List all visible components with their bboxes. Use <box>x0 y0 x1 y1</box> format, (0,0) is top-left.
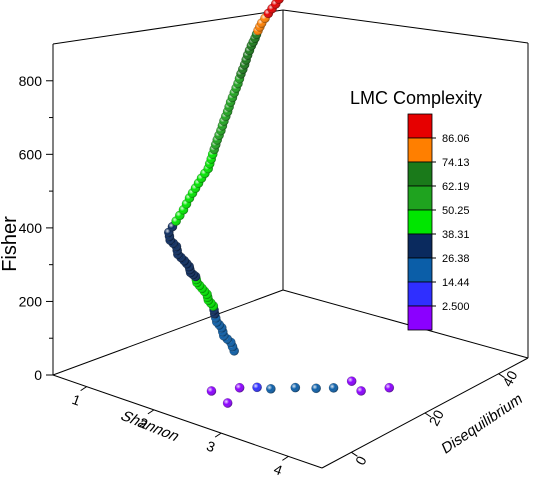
fisher-tick-label: 200 <box>19 293 43 309</box>
back-right-floor-edge <box>282 289 529 359</box>
data-point <box>231 83 241 93</box>
colorbar-title: LMC Complexity <box>350 88 482 108</box>
fisher-tick-label: 800 <box>19 73 43 89</box>
shannon-tick-label: 4 <box>272 461 285 477</box>
shannon-tick-mark <box>214 432 222 438</box>
data-point <box>274 0 284 4</box>
colorbar-tick-label: 14.44 <box>442 277 470 289</box>
colorbar-swatch <box>407 185 433 211</box>
disequilibrium-tick-mark <box>498 373 505 379</box>
data-point-shade <box>206 386 217 396</box>
data-point-shade <box>347 376 357 386</box>
data-point <box>356 386 366 396</box>
data-point <box>252 382 262 393</box>
top-right-edge <box>282 9 529 44</box>
colorbar-labels: 86.06 74.13 62.19 50.25 38.31 26.38 14.44 2.500 <box>432 133 470 313</box>
colorbar-swatch <box>407 281 433 307</box>
disequilibrium-tick-mark <box>351 451 358 457</box>
data-points <box>163 0 395 408</box>
colorbar-tick-label: 2.500 <box>442 301 470 313</box>
fisher-axis: 0 200 400 600 800 <box>19 73 53 383</box>
data-point-shade <box>274 0 284 4</box>
top-left-edge <box>52 9 284 45</box>
colorbar-tick-label: 86.06 <box>442 133 470 145</box>
data-point <box>206 386 217 396</box>
colorbar-tick-label: 74.13 <box>442 157 470 169</box>
colorbar-tick-label: 38.31 <box>442 229 470 241</box>
data-point-shade <box>384 383 394 393</box>
data-point <box>290 382 301 393</box>
data-point-shade <box>356 386 366 396</box>
data-point-shade <box>328 383 339 393</box>
fisher-tick-label: 400 <box>19 220 43 236</box>
colorbar-tick-label: 62.19 <box>442 181 470 193</box>
back-left-floor-edge <box>52 289 284 376</box>
fisher-tick-label: 600 <box>19 146 43 162</box>
data-point-shade <box>311 383 321 393</box>
shannon-tick-mark <box>282 455 289 461</box>
data-point <box>311 383 321 394</box>
shannon-tick-mark <box>80 386 87 392</box>
data-point-shade <box>266 384 276 394</box>
colorbar-swatch <box>407 209 433 235</box>
data-point-shade <box>252 382 262 392</box>
shannon-tick-mark <box>147 409 155 415</box>
disequilibrium-tick-label: 20 <box>426 407 448 428</box>
disequilibrium-tick-mark <box>424 412 432 418</box>
shannon-tick-label: 1 <box>70 391 83 409</box>
colorbar-tick-label: 50.25 <box>442 205 470 217</box>
colorbar-swatch <box>407 161 433 187</box>
colorbar-legend: LMC Complexity 86.06 74.13 62.19 50.25 38.31… <box>350 88 482 331</box>
disequilibrium-axis-label: Disequilibrium <box>440 390 525 458</box>
data-point-shade <box>235 383 245 393</box>
disequilibrium-tick-label: 40 <box>499 368 521 389</box>
data-point <box>384 382 395 393</box>
data-point <box>222 398 233 408</box>
colorbar-swatch <box>407 233 433 259</box>
colorbar-swatch <box>407 305 433 331</box>
colorbar-tick-label: 26.38 <box>442 253 470 265</box>
disequilibrium-tick-label: 0 <box>352 453 370 468</box>
fisher-axis-label: Fisher <box>0 216 21 272</box>
data-point <box>265 383 276 394</box>
shannon-axis-label: Shannon <box>117 409 184 445</box>
data-point <box>346 376 357 387</box>
colorbar-boxes <box>407 113 433 331</box>
data-point-shade <box>223 398 233 408</box>
data-point <box>328 383 339 393</box>
colorbar-swatch <box>407 137 433 163</box>
shannon-tick-label: 3 <box>204 438 217 456</box>
data-point-shade <box>290 382 300 393</box>
colorbar-swatch <box>407 257 433 283</box>
fisher-tick-label: 0 <box>34 367 42 383</box>
data-point <box>234 382 245 393</box>
shannon-axis-line <box>52 374 323 469</box>
colorbar-swatch <box>407 113 433 139</box>
